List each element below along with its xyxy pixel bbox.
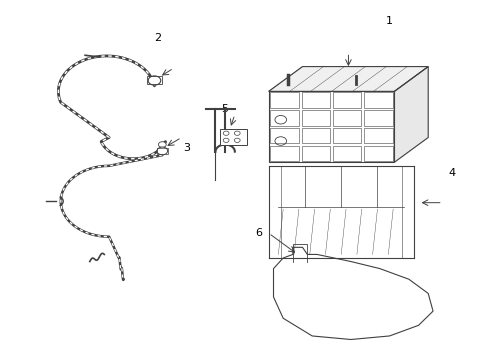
- Circle shape: [148, 76, 161, 85]
- Polygon shape: [268, 67, 427, 91]
- Text: 4: 4: [448, 168, 455, 178]
- Bar: [301, 93, 329, 108]
- Bar: [301, 145, 329, 161]
- Bar: [220, 129, 246, 145]
- Polygon shape: [393, 67, 427, 162]
- Bar: [364, 145, 392, 161]
- Polygon shape: [268, 166, 413, 258]
- Bar: [269, 128, 298, 144]
- Text: 5: 5: [221, 104, 228, 114]
- Bar: [364, 110, 392, 126]
- Circle shape: [157, 147, 167, 155]
- Bar: [269, 93, 298, 108]
- Text: 6: 6: [255, 228, 262, 238]
- Bar: [332, 110, 361, 126]
- Bar: [269, 145, 298, 161]
- Bar: [147, 76, 162, 84]
- Bar: [364, 93, 392, 108]
- Bar: [269, 110, 298, 126]
- Bar: [301, 128, 329, 144]
- Circle shape: [158, 142, 166, 147]
- Text: 3: 3: [183, 143, 190, 153]
- Text: 1: 1: [385, 15, 392, 26]
- Bar: [364, 128, 392, 144]
- Bar: [301, 110, 329, 126]
- Bar: [332, 128, 361, 144]
- Bar: [332, 145, 361, 161]
- Bar: [156, 148, 168, 154]
- Bar: [332, 93, 361, 108]
- Text: 2: 2: [154, 33, 161, 43]
- Polygon shape: [268, 91, 393, 162]
